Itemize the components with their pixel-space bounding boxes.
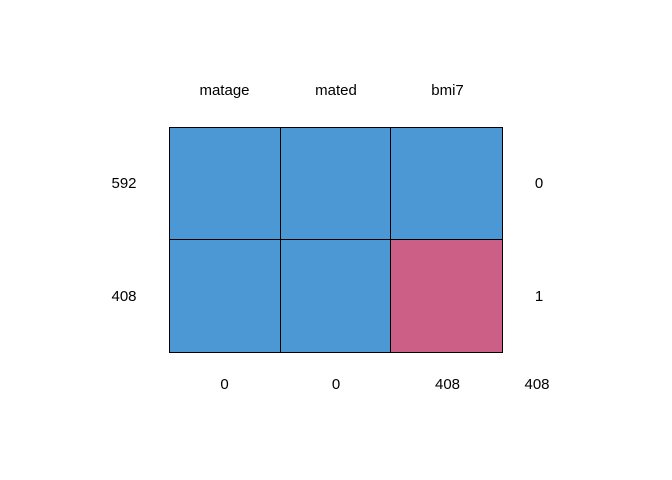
pattern-cell-r1-mated bbox=[280, 128, 392, 240]
column-header-matage: matage bbox=[199, 82, 250, 99]
column-header-mated: mated bbox=[315, 82, 357, 99]
total-missing-label: 408 bbox=[524, 376, 550, 393]
row-count-label-pattern2: 408 bbox=[111, 288, 137, 305]
col-missing-label-mated: 0 bbox=[331, 376, 341, 393]
col-missing-label-bmi7: 408 bbox=[434, 376, 461, 393]
row-count-label-pattern1: 592 bbox=[111, 175, 137, 192]
row-missing-label-pattern2: 1 bbox=[534, 288, 544, 305]
pattern-cell-r2-mated bbox=[280, 240, 392, 352]
pattern-grid bbox=[169, 127, 503, 353]
col-missing-label-matage: 0 bbox=[220, 376, 229, 393]
column-header-bmi7: bmi7 bbox=[431, 82, 464, 99]
pattern-cell-r2-bmi7 bbox=[391, 240, 502, 352]
pattern-cell-r1-matage bbox=[170, 128, 281, 240]
pattern-cell-r1-bmi7 bbox=[391, 128, 502, 240]
pattern-cell-r2-matage bbox=[170, 240, 281, 352]
row-missing-label-pattern1: 0 bbox=[534, 175, 544, 192]
